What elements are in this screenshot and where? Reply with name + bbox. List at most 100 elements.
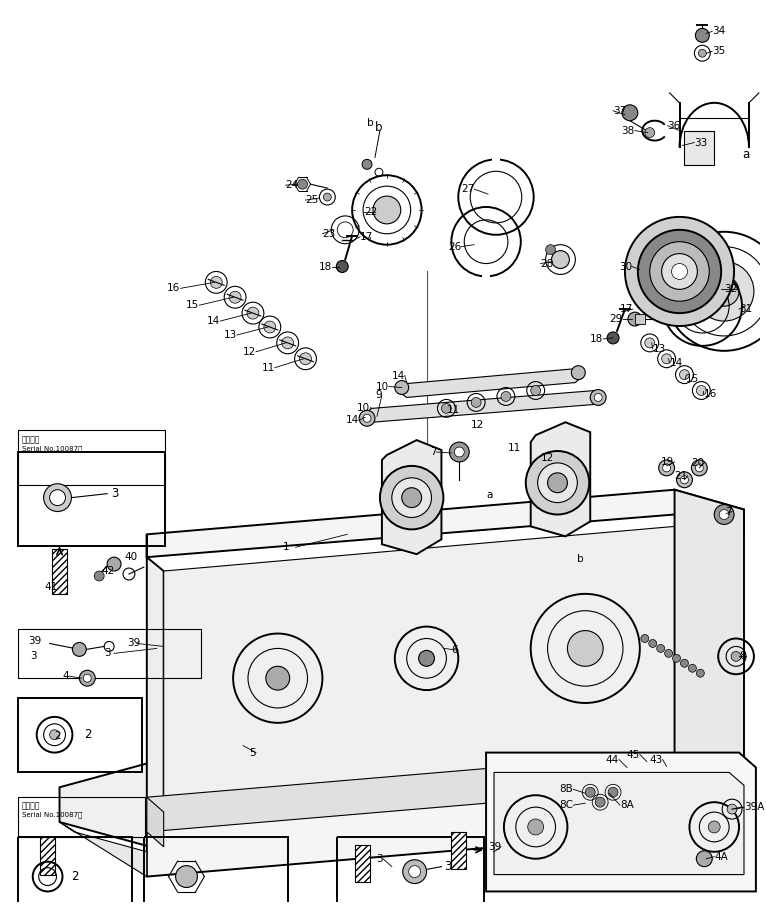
- Bar: [18, 629, 201, 679]
- Polygon shape: [397, 369, 583, 398]
- Text: 43: 43: [650, 755, 663, 765]
- Bar: [18, 698, 142, 773]
- Text: 34: 34: [712, 26, 725, 36]
- Circle shape: [696, 28, 709, 43]
- Circle shape: [680, 476, 689, 484]
- Circle shape: [649, 640, 656, 648]
- Circle shape: [73, 642, 87, 656]
- Text: b: b: [578, 554, 584, 564]
- Text: Serial No.10087－: Serial No.10087－: [21, 811, 82, 818]
- Circle shape: [622, 105, 638, 120]
- Text: 適用号機: 適用号機: [21, 435, 41, 444]
- Circle shape: [607, 332, 619, 344]
- Circle shape: [394, 381, 409, 394]
- Text: 8B: 8B: [560, 785, 574, 795]
- Text: 3: 3: [30, 651, 36, 661]
- Text: a: a: [742, 148, 749, 161]
- Circle shape: [568, 631, 603, 666]
- Text: 45: 45: [627, 749, 640, 759]
- Bar: [685, 130, 714, 165]
- Text: 37: 37: [613, 106, 627, 116]
- Circle shape: [591, 390, 606, 405]
- Polygon shape: [382, 440, 441, 554]
- Text: 29: 29: [610, 314, 623, 324]
- Circle shape: [673, 654, 680, 662]
- Circle shape: [282, 337, 293, 349]
- Text: 7: 7: [725, 506, 732, 516]
- Circle shape: [538, 463, 578, 503]
- Text: 適用号機: 適用号機: [21, 801, 41, 810]
- Circle shape: [94, 571, 104, 581]
- Text: 39: 39: [488, 842, 501, 852]
- Polygon shape: [147, 773, 744, 877]
- Circle shape: [531, 386, 541, 395]
- Text: 14: 14: [391, 371, 404, 381]
- Circle shape: [638, 230, 721, 313]
- Bar: [18, 452, 165, 546]
- Circle shape: [628, 313, 642, 326]
- Bar: [18, 797, 145, 837]
- Polygon shape: [60, 757, 228, 852]
- Text: 33: 33: [695, 138, 708, 148]
- Text: 8A: 8A: [620, 800, 633, 810]
- Polygon shape: [147, 797, 164, 847]
- Circle shape: [595, 797, 605, 807]
- Circle shape: [380, 466, 444, 529]
- Circle shape: [719, 509, 729, 519]
- Text: 17: 17: [620, 304, 633, 314]
- Text: 13: 13: [224, 330, 237, 340]
- Circle shape: [692, 460, 707, 476]
- Circle shape: [727, 805, 737, 814]
- Text: 1: 1: [283, 542, 290, 553]
- Text: 40: 40: [124, 552, 137, 562]
- Circle shape: [650, 242, 709, 301]
- Text: 28: 28: [541, 258, 554, 268]
- Circle shape: [585, 787, 595, 797]
- Circle shape: [696, 464, 703, 472]
- Text: 11: 11: [508, 443, 521, 453]
- Text: 18: 18: [590, 334, 603, 344]
- Circle shape: [679, 370, 689, 380]
- Text: 20: 20: [691, 458, 704, 467]
- Circle shape: [696, 670, 704, 677]
- Text: 17: 17: [360, 232, 373, 242]
- Polygon shape: [362, 390, 603, 422]
- Text: 14: 14: [669, 358, 683, 368]
- Circle shape: [441, 403, 451, 413]
- Circle shape: [696, 386, 706, 395]
- Circle shape: [641, 634, 649, 642]
- Circle shape: [80, 670, 95, 686]
- Text: 2: 2: [71, 870, 79, 883]
- Text: 19: 19: [661, 457, 675, 467]
- Circle shape: [450, 442, 470, 462]
- Circle shape: [545, 245, 555, 255]
- Circle shape: [454, 447, 464, 457]
- Circle shape: [659, 460, 675, 476]
- Text: 3: 3: [376, 853, 383, 863]
- Circle shape: [229, 292, 241, 304]
- Text: 32: 32: [724, 284, 737, 294]
- Circle shape: [323, 193, 332, 201]
- Circle shape: [676, 472, 692, 487]
- Bar: [337, 837, 484, 906]
- Circle shape: [608, 787, 618, 797]
- Bar: [18, 430, 165, 485]
- Circle shape: [44, 484, 71, 512]
- Circle shape: [401, 487, 421, 507]
- Circle shape: [83, 674, 91, 682]
- Text: 44: 44: [606, 755, 619, 765]
- Circle shape: [403, 860, 427, 883]
- Circle shape: [645, 338, 655, 348]
- Polygon shape: [51, 549, 67, 593]
- Circle shape: [552, 251, 569, 268]
- Polygon shape: [60, 822, 147, 877]
- Bar: [18, 837, 132, 906]
- Text: 21: 21: [674, 471, 687, 481]
- Circle shape: [571, 366, 585, 380]
- Bar: [492, 158, 500, 168]
- Text: 11: 11: [261, 362, 275, 372]
- Text: 8: 8: [739, 651, 746, 661]
- Text: 14: 14: [345, 415, 359, 425]
- Bar: [635, 314, 645, 324]
- Circle shape: [107, 557, 121, 571]
